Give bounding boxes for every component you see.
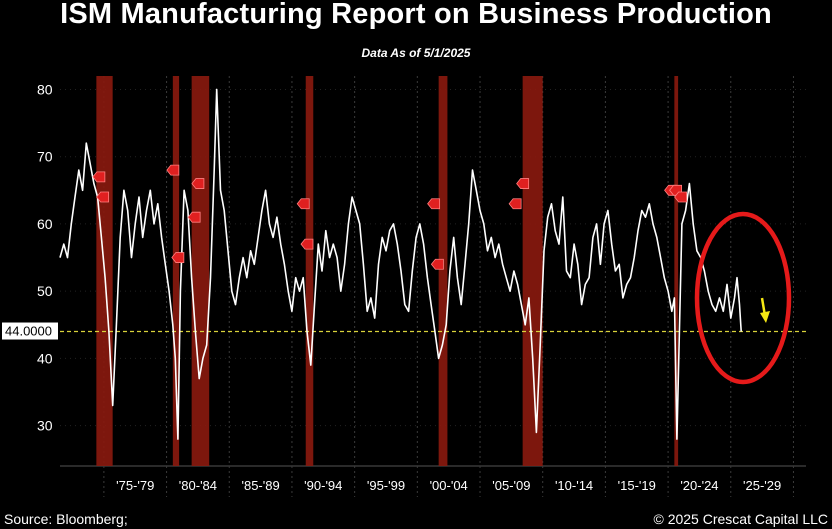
x-tick-label-4: '95-'99 [367,478,405,493]
reference-label-box [2,322,58,340]
y-tick-label-2: 50 [37,283,53,299]
x-tick-label-6: '05-'09 [492,478,530,493]
y-tick-label-0: 30 [37,418,53,434]
event-marker-3 [171,252,185,263]
reference-label: 44.0000 [5,324,52,339]
x-tick-label-8: '15-'19 [618,478,656,493]
x-tick-label-9: '20-'24 [680,478,718,493]
event-marker-0 [92,171,106,183]
series-line-0 [59,88,742,440]
chart-title: ISM Manufacturing Report on Business Pro… [60,0,772,30]
recession-band-1 [172,76,180,466]
x-tick-label-7: '10-'14 [555,478,593,493]
source-note: Source: Bloomberg; [4,511,128,527]
recession-band-2 [191,76,210,466]
y-tick-label-4: 70 [37,149,53,165]
event-marker-6 [296,198,310,210]
event-marker-11 [516,178,530,189]
recession-band-3 [305,76,314,466]
x-tick-label-10: '25-'29 [743,478,781,493]
x-tick-label-0: '75-'79 [116,478,154,493]
event-marker-5 [191,178,205,189]
chart-subtitle: Data As of 5/1/2025 [361,46,471,60]
event-marker-9 [430,258,444,270]
y-tick-label-1: 40 [37,350,53,366]
annotation-arrow-head [760,311,770,323]
event-marker-4 [187,211,201,223]
x-tick-label-5: '00-'04 [430,478,468,493]
recession-band-5 [522,76,543,466]
event-marker-14 [674,191,688,203]
y-tick-label-3: 60 [37,216,53,232]
event-marker-1 [96,191,110,203]
event-marker-10 [508,198,522,210]
event-marker-8 [427,198,441,210]
event-marker-7 [300,238,314,250]
y-tick-label-5: 80 [37,81,53,97]
x-tick-label-3: '90-'94 [304,478,342,493]
event-marker-2 [166,164,180,176]
annotation-circle [694,211,792,385]
recession-band-4 [438,76,448,466]
recession-band-6 [674,76,679,466]
x-tick-label-2: '85-'89 [241,478,279,493]
copyright-note: © 2025 Crescat Capital LLC [653,511,828,527]
x-tick-label-1: '80-'84 [179,478,217,493]
